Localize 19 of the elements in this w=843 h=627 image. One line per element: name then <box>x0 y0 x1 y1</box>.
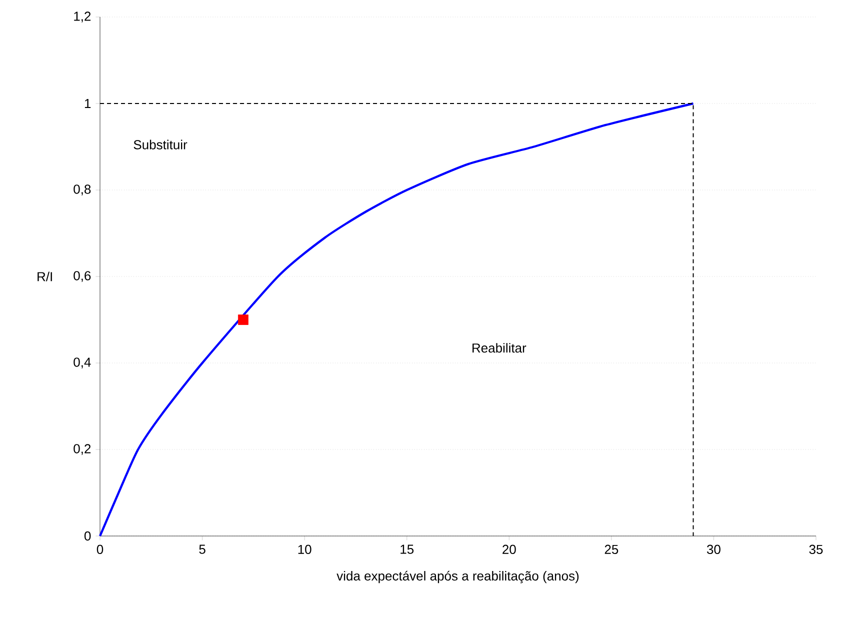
y-tick-label: 0 <box>84 531 91 541</box>
annotation: Substituir <box>134 140 188 150</box>
y-tick-label: 0,4 <box>74 358 91 368</box>
x-axis-title: vida expectável após a reabilitação (anos) <box>336 570 579 584</box>
y-tick-label: 1 <box>84 99 91 108</box>
x-tick-label: 30 <box>706 544 720 554</box>
x-tick-label: 20 <box>502 544 516 554</box>
y-tick-label: 0,8 <box>74 184 91 196</box>
x-tick-label: 25 <box>604 544 618 554</box>
x-tick-label: 5 <box>199 544 206 554</box>
y-tick-label: 0,2 <box>74 444 91 455</box>
y-axis-title: R/I <box>38 272 52 282</box>
x-tick-label: 10 <box>298 544 312 554</box>
x-tick-label: 0 <box>96 544 104 554</box>
x-tick-label: 15 <box>400 544 414 554</box>
y-tick-label: 0,6 <box>74 271 91 282</box>
annotation: Reabilitar <box>472 343 526 353</box>
x-tick-label: 35 <box>809 544 823 554</box>
y-tick-label: 1,2 <box>74 12 91 22</box>
